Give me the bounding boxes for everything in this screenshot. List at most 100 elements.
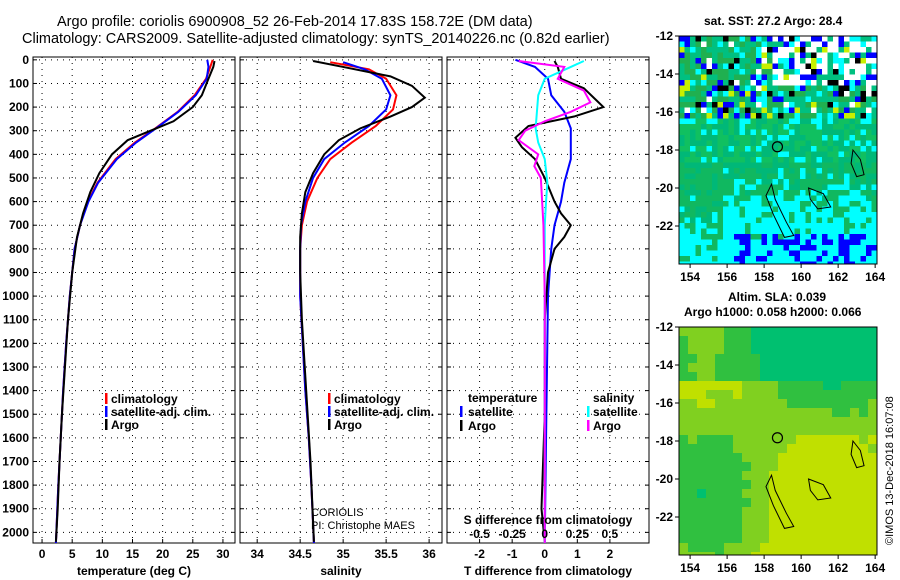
map-cell: [859, 507, 869, 517]
map-cell: [822, 234, 828, 240]
map-cell: [712, 102, 718, 108]
map-cell: [724, 489, 734, 499]
map-cell: [734, 162, 740, 169]
map-cell: [816, 58, 823, 64]
map-cell: [811, 58, 817, 64]
map-cell: [761, 135, 768, 141]
map-cell: [767, 256, 773, 262]
map-cell: [800, 162, 806, 169]
x-tick-label: 34: [251, 547, 265, 561]
map-cell: [756, 162, 762, 169]
map-cell: [783, 91, 790, 97]
map-cell: [767, 41, 773, 48]
map-cell: [717, 140, 724, 147]
map-cell: [750, 52, 757, 59]
map-cell: [684, 157, 691, 163]
map-cell: [756, 168, 762, 174]
map-cell: [816, 179, 823, 185]
map-cell: [767, 223, 773, 229]
map-cell: [679, 525, 689, 535]
map-cell: [833, 206, 839, 213]
map-cell: [750, 195, 757, 202]
map-cell: [860, 234, 867, 240]
map-cell: [715, 489, 725, 499]
map-cell: [745, 256, 751, 262]
map-cell: [838, 212, 845, 218]
map-cell: [805, 124, 812, 130]
map-cell: [833, 217, 839, 224]
map-cell: [723, 162, 729, 169]
map-cell: [742, 507, 752, 517]
map-cell: [695, 223, 702, 229]
map-cell: [742, 390, 752, 400]
map-cell: [849, 245, 856, 251]
map-cell: [844, 58, 850, 64]
map-cell: [728, 91, 735, 97]
map-cell: [860, 223, 867, 229]
map-cell: [728, 250, 735, 257]
map-cell: [871, 190, 877, 196]
map-cell: [827, 250, 834, 257]
map-cell: [769, 381, 779, 391]
map-cell: [728, 58, 735, 64]
map-cell: [814, 507, 824, 517]
map-cell: [723, 157, 729, 163]
map-cell: [783, 113, 790, 119]
map-cell: [811, 234, 817, 240]
map-cell: [745, 85, 751, 92]
map-cell: [679, 250, 685, 257]
lon-tick-label: 158: [754, 561, 774, 575]
map-cell: [684, 206, 691, 213]
map-cell: [860, 85, 867, 92]
map-cell: [772, 245, 779, 251]
map-cell: [811, 47, 817, 53]
map-cell: [728, 239, 735, 246]
map-cell: [772, 201, 779, 207]
map-cell: [706, 489, 716, 499]
map-cell: [871, 261, 877, 264]
map-cell: [728, 195, 735, 202]
map-cell: [778, 444, 788, 454]
map-cell: [789, 80, 795, 86]
map-cell: [745, 173, 751, 180]
map-cell: [855, 47, 861, 53]
map-cell: [787, 336, 797, 346]
map-cell: [827, 239, 834, 246]
map-cell: [789, 179, 795, 185]
map-cell: [695, 47, 702, 53]
map-cell: [855, 113, 861, 119]
map-cell: [860, 184, 867, 191]
map-cell: [844, 85, 850, 92]
map-cell: [701, 124, 707, 130]
map-cell: [787, 525, 797, 535]
map-cell: [701, 80, 707, 86]
map-cell: [805, 345, 815, 355]
map-cell: [723, 151, 729, 158]
map-cell: [871, 52, 877, 59]
map-cell: [715, 408, 725, 418]
map-cell: [811, 239, 817, 246]
map-cell: [816, 239, 823, 246]
map-cell: [833, 168, 839, 174]
map-cell: [833, 146, 839, 152]
map-cell: [850, 336, 860, 346]
map-cell: [866, 168, 872, 174]
map-cell: [794, 80, 801, 86]
map-cell: [783, 217, 790, 224]
map-cell: [695, 173, 702, 180]
map-cell: [756, 250, 762, 257]
map-cell: [751, 507, 761, 517]
depth-tick-label: 600: [9, 195, 29, 209]
map-cell: [690, 74, 696, 81]
map-cell: [849, 201, 856, 207]
map-cell: [724, 444, 734, 454]
map-cell: [823, 435, 833, 445]
map-cell: [789, 129, 795, 136]
map-cell: [679, 363, 689, 373]
legend-swatch: [587, 420, 590, 431]
map-cell: [750, 36, 757, 42]
map-cell: [688, 453, 698, 463]
map-cell: [822, 223, 828, 229]
map-cell: [750, 135, 757, 141]
map-cell: [838, 223, 845, 229]
